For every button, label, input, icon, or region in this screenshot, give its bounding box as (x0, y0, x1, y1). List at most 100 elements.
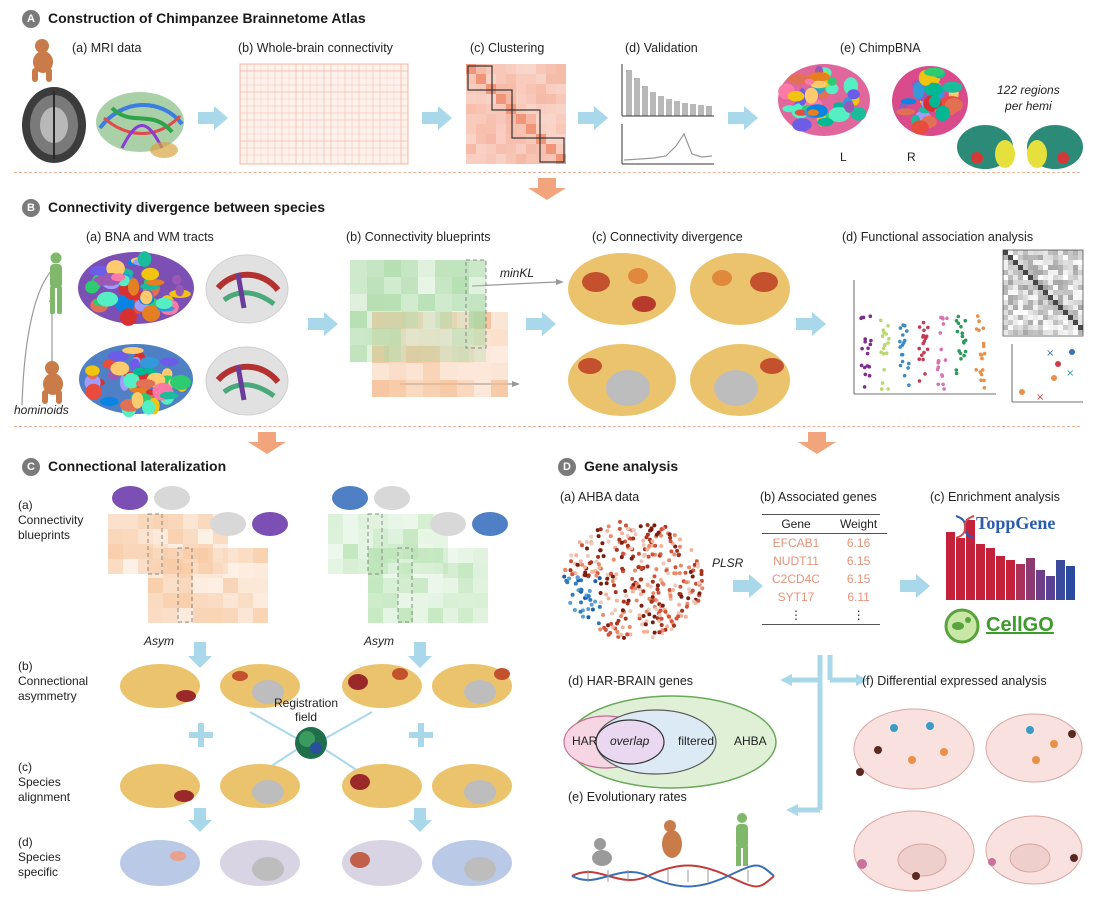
arrow-a2 (422, 106, 452, 130)
monkey-icon (592, 838, 612, 866)
specific-brains-right (342, 840, 512, 886)
asymmetry-brains-right (342, 664, 512, 708)
reg-line-ur (325, 711, 373, 739)
clustering-matrix-image (466, 64, 566, 164)
gene-name: EFCAB1 (772, 536, 820, 550)
functional-strip-plot (853, 280, 996, 395)
gene-row: EFCAB1 6.16 (762, 534, 887, 552)
step-b-connectivity-label: (b) Whole-brain connectivity (238, 41, 393, 55)
chimp-icon (32, 39, 53, 82)
registration-label: Registration field (274, 696, 338, 724)
step-c-d-label: (d) Species specific (18, 835, 61, 879)
arrow-b-to-c (248, 432, 286, 454)
section-b-title: B Connectivity divergence between species (22, 199, 325, 217)
step-e-chimpbna-label: (e) ChimpBNA (840, 41, 921, 55)
plsr-label: PLSR (712, 556, 744, 570)
gene-table: Gene Weight EFCAB1 6.16 NUDT11 6.15 C2CD4C… (762, 515, 888, 624)
gene-arrowhead-right (856, 674, 868, 686)
arrow-c3 (188, 808, 212, 832)
venn-overlap-label: overlap (610, 734, 650, 748)
step-b-d-label: (d) Functional association analysis (842, 230, 1034, 244)
step-d-c-label: (c) Enrichment analysis (930, 490, 1060, 504)
minkl-label: minKL (500, 266, 535, 280)
venn-har-label: HAR (572, 734, 598, 748)
weight-col-header: Weight (840, 517, 878, 531)
gene-name: SYT17 (777, 590, 815, 604)
divergence-lateral-right (690, 253, 790, 325)
gene-weight: 6.16 (846, 536, 871, 550)
blueprint-stack-green (328, 486, 508, 623)
functional-matrix (1002, 249, 1084, 337)
validation-charts (621, 64, 714, 165)
arrow-b-to-d (798, 432, 836, 454)
arrow-c2 (408, 642, 432, 668)
gene-row: SYT17 6.11 (762, 588, 887, 606)
human-wm-tracts (205, 254, 289, 324)
cellgo-logo: CellGO (986, 614, 1054, 636)
tractography-image (96, 92, 184, 158)
dna-icon (955, 515, 975, 539)
divergence-lateral-left (568, 253, 676, 325)
step-d-d-label: (d) HAR-BRAIN genes (568, 674, 694, 688)
registration-globe-icon (295, 727, 327, 759)
section-c-title-text: Connectional lateralization (48, 458, 227, 474)
step-d-f-label: (f) Differential expressed analysis (862, 674, 1047, 688)
asym-label-left: Asym (144, 634, 174, 648)
asym-label-right: Asym (364, 634, 394, 648)
chimp-wm-tracts (205, 346, 289, 416)
gene-name: NUDT11 (773, 554, 819, 568)
dea-brain-medial-right (985, 815, 1083, 885)
minkl-arrowhead (556, 279, 564, 285)
arrow-b3 (796, 312, 826, 336)
section-a-title: A Construction of Chimpanzee Brainnetome … (22, 10, 366, 28)
arrow-b1 (308, 312, 338, 336)
venn-ahba-label: AHBA (734, 734, 767, 748)
step-d-validation-label: (d) Validation (625, 41, 698, 55)
plus-left-v (198, 723, 204, 747)
specific-brains-left (120, 840, 300, 886)
associated-genes-table: Gene Weight EFCAB1 6.16 NUDT11 6.15 C2CD4C… (762, 514, 888, 625)
hominoids-label: hominoids (14, 403, 69, 417)
gene-row: NUDT11 6.15 (762, 552, 887, 570)
arrow-a3 (578, 106, 608, 130)
regions-note-line2: per hemi (1005, 99, 1052, 113)
svg-text:×: × (1036, 392, 1044, 403)
mri-brain-image (22, 87, 86, 163)
step-c-b-label: (b) Connectional asymmetry (18, 659, 89, 703)
gene-row: ⋮ ⋮ (762, 606, 887, 624)
gene-arrowhead-bottom (786, 804, 798, 816)
hominoid-arrow-curve (21, 269, 53, 406)
section-d-title-text: Gene analysis (584, 458, 679, 474)
human-icon-d (736, 813, 748, 866)
arrow-d2 (900, 574, 930, 598)
svg-text:×: × (1046, 348, 1054, 359)
registration-label-line2: field (295, 710, 318, 724)
section-c-title: C Connectional lateralization (22, 458, 226, 476)
evolutionary-rates-illustration (571, 813, 775, 888)
arrow-b2 (526, 312, 556, 336)
arrow-a4 (728, 106, 758, 130)
plus-right-v (418, 723, 424, 747)
gene-arrowhead-left (780, 674, 792, 686)
gene-col-header: Gene (781, 517, 811, 531)
section-c-letter: C (22, 458, 40, 476)
asymmetry-brains-left (120, 664, 300, 708)
blueprint-arrowhead (512, 381, 520, 387)
gene-weight: 6.15 (846, 572, 871, 586)
section-a-title-text: Construction of Chimpanzee Brainnetome A… (48, 10, 366, 26)
arrow-c1 (188, 642, 212, 668)
chimpbna-ventral-views (957, 125, 1083, 169)
gene-name: C2CD4C (772, 572, 821, 586)
toppgene-logo: ToppGene (976, 513, 1056, 533)
step-c-clustering-label: (c) Clustering (470, 41, 545, 55)
gene-name: ⋮ (790, 608, 802, 622)
divider-a-b (14, 172, 1080, 173)
dea-brain-medial-left (853, 810, 975, 892)
chimpbna-right-hemisphere (892, 66, 968, 136)
dea-brain-lateral-right (985, 713, 1083, 783)
divergence-medial-left (568, 344, 676, 416)
step-a-mri-label: (a) MRI data (72, 41, 142, 55)
human-icon (50, 252, 62, 314)
cellgo-cell-icon (944, 608, 980, 644)
